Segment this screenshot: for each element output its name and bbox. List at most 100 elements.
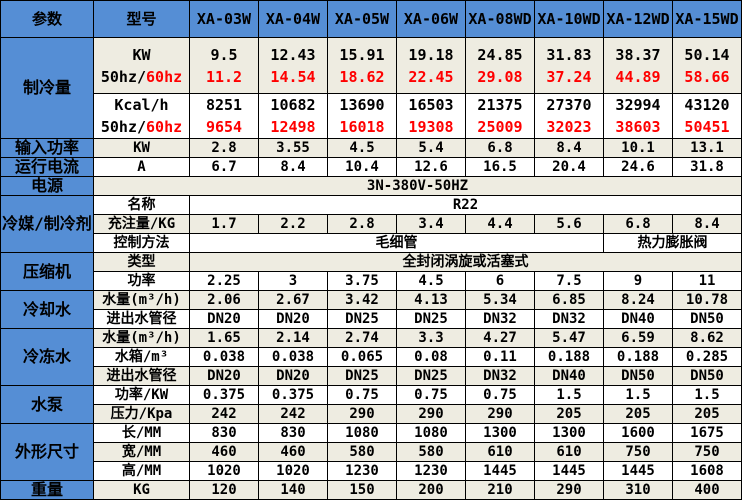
table-row: 充注量/KG 1.7 2.2 2.8 3.4 4.4 5.6 6.8 8.4: [0, 214, 742, 234]
value-cell: DN20: [189, 309, 259, 329]
value-cell: 4.5: [327, 138, 397, 158]
value-cell: 31.8: [672, 157, 742, 177]
freq-50-label: 50hz/: [100, 67, 147, 86]
header-model-xa-12wd: XA-12WD: [603, 0, 673, 38]
table-row: 输入功率 KW 2.8 3.55 4.5 5.4 6.8 8.4 10.1 13.1: [0, 138, 742, 158]
value-cell: DN40: [603, 309, 673, 329]
value-50hz: 32994: [615, 96, 661, 114]
value-cell: 580: [327, 442, 397, 462]
row-label: A: [93, 157, 190, 177]
value-cell: DN32: [465, 309, 535, 329]
value-cell: 10.78: [672, 290, 742, 310]
group-label: 冷冻水: [0, 328, 94, 386]
value-cell: 4.13: [396, 290, 466, 310]
value-cell: 13.1: [672, 138, 742, 158]
value-cell: 10.4: [327, 157, 397, 177]
value-cell: 8.4: [672, 214, 742, 234]
value-cell: DN50: [672, 366, 742, 386]
row-label: KW 50hz/60hz: [93, 37, 190, 94]
table-row: 压缩机 类型 全封闭涡旋或活塞式: [0, 252, 742, 291]
table-row: 压力/Kpa 242 242 290 290 290 205 205 205: [0, 404, 742, 424]
value-50hz: 13690: [339, 96, 385, 114]
unit-label: KW: [132, 45, 151, 64]
value-cell: 1230: [327, 461, 397, 481]
value-cell: 200: [396, 480, 466, 500]
value-cell: 1080: [396, 423, 466, 443]
value-cell: 50.14 58.66: [672, 37, 742, 94]
value-60hz: 16018: [339, 118, 385, 136]
value-cell: DN25: [396, 309, 466, 329]
value-cell: DN25: [327, 309, 397, 329]
value-cell: 460: [189, 442, 259, 462]
value-cell: 8.62: [672, 328, 742, 348]
table-row: 冷媒/制冷剂 名称 R22: [0, 195, 742, 253]
value-cell: 310: [603, 480, 673, 500]
value-50hz: 38.37: [615, 45, 661, 64]
table-row: 水泵 功率/KW 0.375 0.375 0.75 0.75 0.75 1.5 1.5 1.5: [0, 385, 742, 424]
row-label: 功率: [93, 271, 190, 291]
value-cell: 6: [465, 271, 535, 291]
value-cell: 11: [672, 271, 742, 291]
value-cell: 0.038: [258, 347, 328, 367]
value-60hz: 44.89: [615, 67, 661, 86]
value-60hz: 32023: [546, 118, 592, 136]
value-cell: 16503 19308: [396, 93, 466, 139]
value-cell: 15.91 18.62: [327, 37, 397, 94]
row-label: 充注量/KG: [93, 214, 190, 234]
group-label: 压缩机: [0, 252, 94, 291]
value-cell: 0.065: [327, 347, 397, 367]
value-cell: 1445: [534, 461, 604, 481]
row-label: KW: [93, 138, 190, 158]
value-cell: 580: [396, 442, 466, 462]
value-cell: 10682 12498: [258, 93, 328, 139]
value-cell: 8251 9654: [189, 93, 259, 139]
value-cell: 16.5: [465, 157, 535, 177]
value-cell: 3.4: [396, 214, 466, 234]
value-60hz: 50451: [684, 118, 730, 136]
value-cell: 830: [189, 423, 259, 443]
value-50hz: 21375: [477, 96, 523, 114]
value-cell: 6.7: [189, 157, 259, 177]
value-50hz: 43120: [684, 96, 730, 114]
row-label: 控制方法: [93, 233, 190, 253]
table-row: 进出水管径 DN20 DN20 DN25 DN25 DN32 DN32 DN40 DN50: [0, 309, 742, 329]
value-cell: 4.27: [465, 328, 535, 348]
value-cell: 13690 16018: [327, 93, 397, 139]
group-label: 重量: [0, 480, 94, 500]
header-model: 型号: [93, 0, 190, 38]
value-cell: 1230: [396, 461, 466, 481]
value-cell: 1300: [534, 423, 604, 443]
value-cell: 3.42: [327, 290, 397, 310]
value-cell: 2.2: [258, 214, 328, 234]
value-cell: 0.188: [603, 347, 673, 367]
value-50hz: 50.14: [684, 45, 730, 64]
merged-value: 全封闭涡旋或活塞式: [189, 252, 742, 272]
value-60hz: 37.24: [546, 67, 592, 86]
value-cell: 1608: [672, 461, 742, 481]
table-row: 控制方法 毛细管 热力膨胀阀: [0, 233, 742, 253]
value-50hz: 19.18: [408, 45, 454, 64]
value-cell: DN25: [327, 366, 397, 386]
value-cell: 0.375: [189, 385, 259, 405]
value-cell: 2.14: [258, 328, 328, 348]
value-cell: 0.75: [396, 385, 466, 405]
value-cell: 27370 32023: [534, 93, 604, 139]
table-row: 制冷量 KW 50hz/60hz 9.5 11.2 12.43 14.54 15.91 18.6…: [0, 37, 742, 139]
value-cell: 21375 25009: [465, 93, 535, 139]
value-cell: 6.59: [603, 328, 673, 348]
merged-value: 热力膨胀阀: [603, 233, 742, 253]
header-model-xa-10wd: XA-10WD: [534, 0, 604, 38]
value-cell: 1445: [465, 461, 535, 481]
value-50hz: 27370: [546, 96, 592, 114]
merged-value: R22: [189, 195, 742, 215]
group-label: 冷却水: [0, 290, 94, 329]
row-label: 水量(m³/h): [93, 328, 190, 348]
value-cell: 2.67: [258, 290, 328, 310]
value-cell: DN50: [603, 366, 673, 386]
value-cell: 3.3: [396, 328, 466, 348]
value-cell: 9: [603, 271, 673, 291]
value-cell: 7.5: [534, 271, 604, 291]
value-cell: 8.4: [258, 157, 328, 177]
freq-60-label: 60hz: [146, 67, 183, 86]
